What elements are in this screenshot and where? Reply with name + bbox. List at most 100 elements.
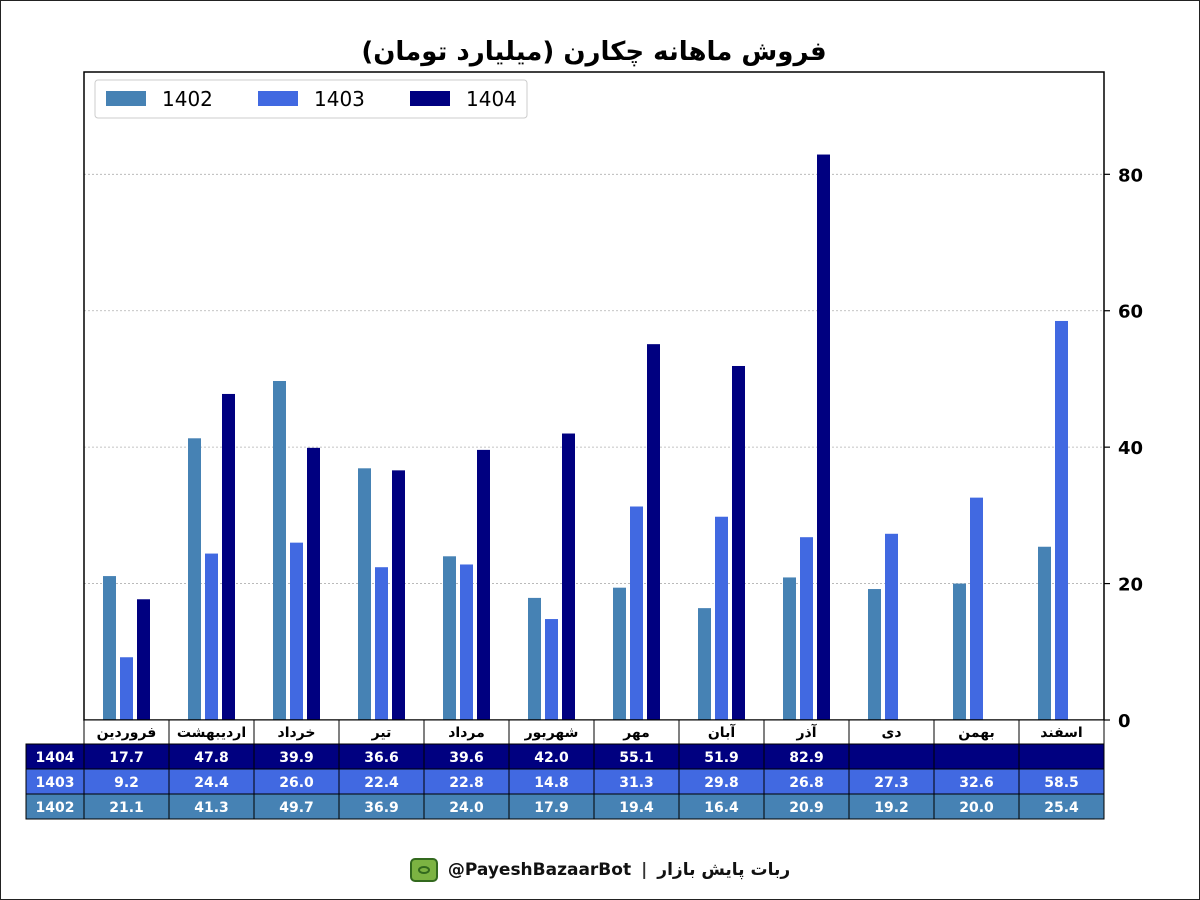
category-cell (763, 719, 850, 745)
table-cell (593, 768, 680, 795)
data-table: فروردین اردیبهشت خرداد تیر مرداد شهریور مهر آبا… (25, 719, 1105, 820)
y-tick-label: 20 (1118, 575, 1143, 596)
bars (103, 154, 1068, 721)
legend-label-1403: 1403 (314, 87, 365, 111)
category-label: اسفند (1040, 725, 1082, 741)
bar-1402-3 (273, 380, 286, 720)
bar-1402-8 (698, 608, 711, 720)
table-value: 36.9 (364, 800, 399, 816)
bot-handle: @PayeshBazaarBot (447, 860, 632, 880)
table-cell (933, 768, 1020, 795)
table-value: 16.4 (704, 800, 739, 816)
bar-1404-9 (817, 154, 830, 721)
table-cell (83, 793, 170, 820)
table-value: 31.3 (619, 775, 654, 791)
plot-area-border (83, 71, 1105, 721)
bar-1403-12 (1055, 320, 1068, 720)
table-value: 24.0 (449, 800, 484, 816)
y-tick-label: 80 (1118, 165, 1143, 186)
table-value: 39.6 (449, 750, 484, 766)
footer-separator: | (641, 860, 648, 880)
table-value: 47.8 (194, 750, 229, 766)
category-cell (933, 719, 1020, 745)
y-tick-label: 0 (1118, 711, 1131, 732)
table-value: 14.8 (534, 775, 569, 791)
category-cell (423, 719, 510, 745)
table-value: 22.4 (364, 775, 399, 791)
bar-1402-10 (868, 589, 881, 720)
category-label: مهر (622, 725, 650, 741)
category-label: فروردین (97, 725, 157, 741)
bar-1404-3 (307, 447, 320, 720)
table-cell (848, 743, 935, 770)
bar-1404-6 (562, 433, 575, 720)
bar-1403-2 (205, 553, 218, 720)
table-cell (1018, 768, 1105, 795)
table-value: 20.0 (959, 800, 994, 816)
bar-1403-1 (120, 657, 133, 720)
table-value: 41.3 (194, 800, 229, 816)
table-value: 49.7 (279, 800, 314, 816)
grid-lines (84, 173, 1104, 584)
table-value: 25.4 (1044, 800, 1079, 816)
category-cell (338, 719, 425, 745)
table-cell (763, 743, 850, 770)
category-label: دی (881, 725, 901, 741)
table-cell (848, 793, 935, 820)
table-value: 27.3 (874, 775, 909, 791)
category-label: شهریور (524, 725, 579, 741)
table-row-header: 1404 (36, 750, 75, 766)
category-label: تیر (371, 725, 392, 741)
table-row-header: 1403 (36, 775, 75, 791)
bar-1404-2 (222, 393, 235, 720)
bar-1403-6 (545, 619, 558, 720)
category-label: بهمن (958, 725, 994, 741)
table-value: 17.7 (109, 750, 144, 766)
bar-1402-2 (188, 438, 201, 720)
legend: 1402 1403 1404 (94, 79, 528, 119)
table-cell (508, 768, 595, 795)
category-cell (593, 719, 680, 745)
table-cell (678, 793, 765, 820)
bar-1403-11 (970, 497, 983, 720)
bar-1404-7 (647, 344, 660, 720)
legend-swatch-1403 (258, 91, 298, 106)
table-value: 21.1 (109, 800, 144, 816)
footer: @PayeshBazaarBot | ربات پایش بازار (0, 852, 1200, 888)
bar-1404-1 (137, 599, 150, 720)
category-cell (1018, 719, 1105, 745)
bar-1403-9 (800, 537, 813, 720)
table-cell (678, 768, 765, 795)
table-value: 42.0 (534, 750, 569, 766)
bar-1402-6 (528, 597, 541, 720)
table-cell (253, 793, 340, 820)
bar-1403-7 (630, 506, 643, 720)
table-cell (253, 743, 340, 770)
bar-1403-8 (715, 516, 728, 720)
table-row-header: 1402 (36, 800, 75, 816)
bar-1403-3 (290, 542, 303, 720)
table-cell (763, 768, 850, 795)
table-cell (1018, 743, 1105, 770)
table-value: 24.4 (194, 775, 229, 791)
table-cell (423, 793, 510, 820)
category-cell (508, 719, 595, 745)
bot-icon (409, 858, 438, 882)
table-value: 19.4 (619, 800, 654, 816)
bar-1403-10 (885, 533, 898, 720)
table-cell (253, 768, 340, 795)
table-value: 26.8 (789, 775, 824, 791)
category-label: اردیبهشت (177, 725, 246, 741)
table-value: 32.6 (959, 775, 994, 791)
table-cell (338, 793, 425, 820)
legend-swatch-1404 (410, 91, 450, 106)
table-value: 22.8 (449, 775, 484, 791)
table-row-header-cell (25, 793, 85, 820)
legend-box (94, 79, 528, 119)
table-value: 39.9 (279, 750, 314, 766)
table-value: 36.6 (364, 750, 399, 766)
table-value: 20.9 (789, 800, 824, 816)
bar-1403-5 (460, 564, 473, 720)
y-axis: 0 20 40 60 80 (1104, 165, 1143, 732)
